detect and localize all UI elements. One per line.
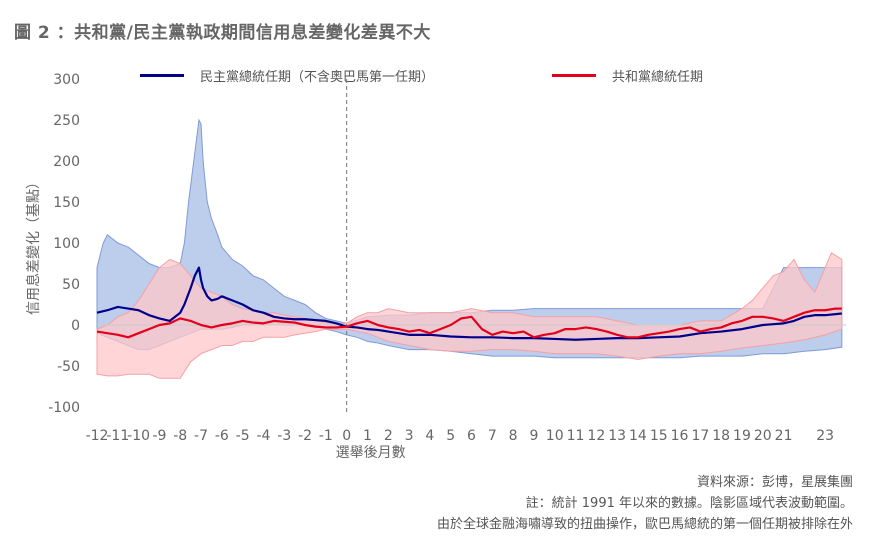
- y-tick-label: 100: [53, 236, 80, 252]
- x-tick-label: 17: [691, 428, 709, 444]
- x-tick-label: -2: [298, 428, 312, 444]
- y-tick-label: 200: [53, 154, 80, 170]
- x-tick-label: 5: [446, 428, 455, 444]
- x-tick-label: 15: [650, 428, 668, 444]
- legend-label-republican: 共和黨總統任期: [612, 70, 704, 85]
- source-note: 資料來源：彭博，星展集團: [696, 475, 853, 490]
- legend-swatch-republican: [552, 74, 596, 77]
- x-tick-label: 8: [509, 428, 518, 444]
- x-tick-label: 2: [384, 428, 393, 444]
- x-tick-label: -6: [215, 428, 229, 444]
- x-tick-label: -10: [127, 428, 150, 444]
- legend-label-democrat: 民主黨總統任期（不含奧巴馬第一任期）: [200, 70, 435, 85]
- y-tick-label: 0: [71, 318, 80, 334]
- y-tick-label: 300: [53, 72, 80, 88]
- x-tick-label: 9: [529, 428, 538, 444]
- x-tick-label: 13: [608, 428, 626, 444]
- x-tick-label: 23: [816, 428, 834, 444]
- x-tick-label: 0: [342, 428, 351, 444]
- x-tick-label: 7: [488, 428, 497, 444]
- x-tick-label: 11: [567, 428, 585, 444]
- x-tick-label: 20: [754, 428, 772, 444]
- series-line-republican: [96, 307, 842, 339]
- x-tick-label: -9: [152, 428, 166, 444]
- x-tick-label: -11: [106, 428, 129, 444]
- x-tick-label: 4: [425, 428, 434, 444]
- x-tick-label: 10: [546, 428, 564, 444]
- x-tick-label: 14: [629, 428, 647, 444]
- y-tick-label: -100: [48, 400, 80, 416]
- x-tick-label: -7: [194, 428, 208, 444]
- x-tick-label: -12: [86, 428, 109, 444]
- x-tick-label: 6: [467, 428, 476, 444]
- x-tick-label: -5: [236, 428, 250, 444]
- x-tick-label: 18: [712, 428, 730, 444]
- x-tick-label: 16: [671, 428, 689, 444]
- x-tick-label: -3: [277, 428, 291, 444]
- y-axis-title: 信用息差變化（基點）: [25, 175, 42, 315]
- x-tick-label: -8: [173, 428, 187, 444]
- y-tick-label: 250: [53, 113, 80, 129]
- x-tick-label: -4: [256, 428, 270, 444]
- x-axis-title: 選舉後月數: [336, 444, 406, 461]
- y-tick-label: 150: [53, 195, 80, 211]
- footnote-1: 註：統計 1991 年以來的數據。陰影區域代表波動範圍。: [525, 496, 853, 511]
- legend-item-republican: 共和黨總統任期: [552, 66, 703, 85]
- footnote-2: 由於全球金融海嘯導致的扭曲操作，歐巴馬總統的第一個任期被排除在外: [436, 517, 853, 532]
- x-tick-label: 21: [775, 428, 793, 444]
- band-republican: [96, 252, 843, 379]
- x-tick-label: 19: [733, 428, 751, 444]
- x-tick-label: 12: [587, 428, 605, 444]
- y-tick-label: -50: [57, 359, 80, 375]
- legend-item-democrat: 民主黨總統任期（不含奧巴馬第一任期）: [140, 66, 434, 85]
- y-tick-label: 50: [62, 277, 80, 293]
- legend-swatch-democrat: [140, 74, 184, 77]
- x-tick-label: 1: [363, 428, 372, 444]
- x-tick-label: -1: [319, 428, 333, 444]
- x-tick-label: 3: [405, 428, 414, 444]
- chart-title: 圖 2 ：共和黨/民主黨執政期間信用息差變化差異不大: [14, 23, 431, 43]
